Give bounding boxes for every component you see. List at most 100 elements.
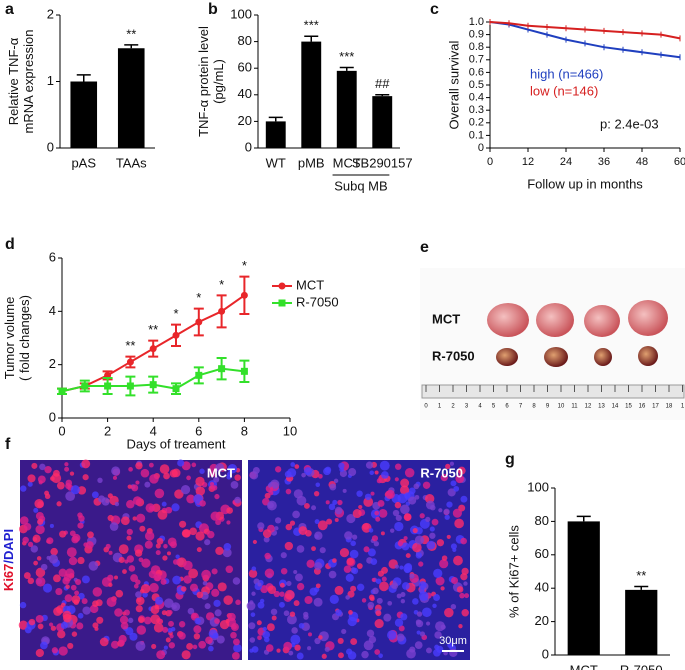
cell — [175, 554, 180, 559]
cell — [445, 463, 451, 470]
cell — [195, 476, 205, 487]
cell — [30, 545, 39, 553]
x-tick-label: R-7050 — [620, 662, 663, 670]
cell — [324, 466, 332, 474]
cell — [413, 483, 420, 490]
cell — [65, 584, 70, 589]
ruler-label: 18 — [666, 404, 673, 410]
cell — [453, 555, 463, 566]
marker — [126, 382, 134, 390]
cell — [143, 616, 152, 625]
cell — [441, 555, 448, 561]
cell — [139, 525, 146, 532]
cell — [434, 631, 442, 639]
cell — [436, 539, 445, 547]
cell — [374, 649, 381, 655]
cell — [140, 468, 150, 478]
cell — [150, 605, 160, 615]
cell — [134, 549, 143, 557]
cell — [416, 630, 421, 635]
cell — [266, 623, 275, 632]
cell — [450, 543, 457, 550]
cell — [356, 563, 363, 569]
cell — [97, 477, 103, 483]
ruler-label: 10 — [558, 404, 565, 410]
cell — [365, 461, 374, 469]
cell — [22, 536, 29, 544]
cell — [400, 592, 406, 598]
significance: * — [242, 258, 247, 273]
error-bar — [339, 66, 354, 71]
row-label: MCT — [432, 311, 460, 326]
cell — [124, 559, 129, 564]
cell — [294, 464, 300, 469]
cell — [361, 598, 367, 603]
cell — [414, 535, 425, 545]
ruler-label: 1 — [681, 404, 685, 410]
cell — [314, 637, 321, 645]
cell — [235, 599, 241, 606]
cell — [60, 602, 66, 608]
cell — [368, 594, 375, 601]
cell — [408, 496, 417, 505]
cell — [295, 573, 303, 582]
cell — [193, 633, 201, 640]
cell — [73, 599, 80, 605]
ruler-label: 1 — [438, 404, 442, 410]
cell — [230, 480, 239, 489]
cell — [273, 590, 280, 598]
cell — [23, 522, 32, 531]
error-bar — [268, 116, 283, 122]
cell — [313, 597, 323, 607]
cell — [179, 520, 187, 528]
cell — [194, 617, 201, 625]
error-bar — [634, 585, 649, 590]
cell — [204, 539, 211, 546]
cell — [391, 582, 399, 590]
cell — [58, 646, 68, 656]
y-tick-label: 0.1 — [469, 129, 484, 141]
y-tick-label: 60 — [238, 60, 252, 75]
cell — [87, 531, 94, 539]
cell — [144, 540, 153, 549]
y-axis-label: Tumor volume — [2, 297, 17, 380]
cell — [186, 475, 191, 481]
cell — [85, 541, 94, 549]
cell — [311, 505, 317, 511]
cell — [223, 595, 233, 605]
bar — [117, 48, 145, 148]
marker — [149, 345, 157, 353]
cell — [195, 531, 205, 541]
cell — [314, 531, 323, 540]
cell — [53, 607, 63, 616]
cell — [122, 569, 127, 574]
cell — [172, 559, 179, 565]
x-tick-label: 48 — [636, 156, 648, 168]
cell — [346, 514, 356, 524]
cell — [83, 542, 89, 548]
cell — [396, 633, 405, 642]
cell — [374, 470, 379, 475]
cell — [57, 629, 66, 639]
cell — [40, 563, 48, 571]
cell — [440, 586, 445, 591]
cell — [321, 653, 327, 659]
image-label: R-7050 — [420, 465, 463, 480]
cell — [418, 581, 427, 590]
cell — [172, 575, 182, 585]
cell — [307, 646, 312, 651]
cell — [460, 537, 467, 545]
cell — [249, 600, 254, 605]
cell — [196, 591, 204, 599]
cell — [59, 530, 67, 538]
ruler-label: 5 — [492, 404, 496, 410]
cell — [339, 547, 350, 558]
y-axis-label: mRNA expression — [21, 29, 36, 133]
cell — [348, 468, 357, 477]
cell — [457, 466, 466, 475]
cell — [23, 572, 31, 579]
cell — [418, 591, 429, 601]
significance: *** — [339, 49, 354, 64]
cell — [379, 581, 389, 592]
cell — [284, 541, 294, 551]
